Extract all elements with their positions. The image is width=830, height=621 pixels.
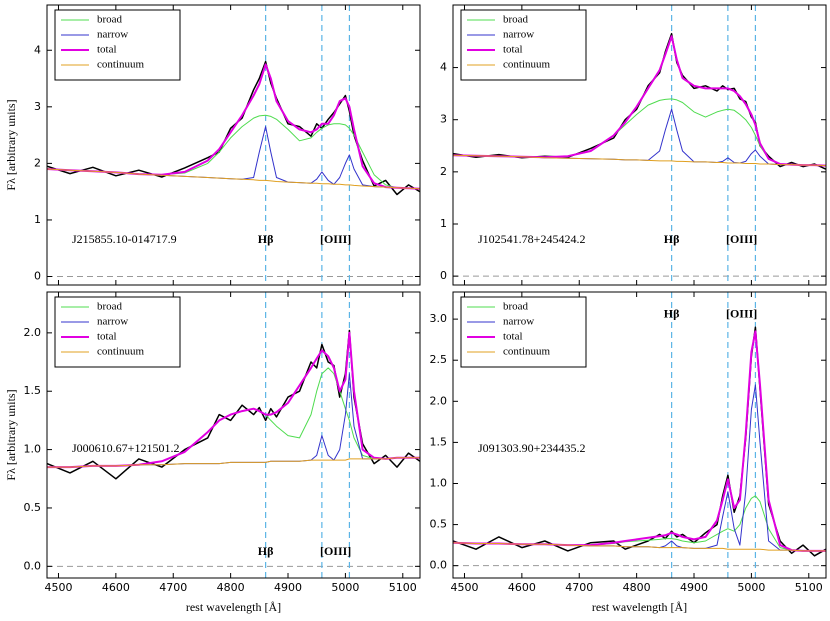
series-line [453, 154, 826, 167]
series-line [47, 168, 420, 190]
legend-box [460, 9, 587, 81]
series-line [453, 384, 826, 552]
y-tick-label: 3 [440, 113, 447, 126]
y-tick-label: 2.5 [430, 353, 448, 366]
object-name: J000610.67+121501.2 [72, 441, 179, 455]
legend-label: narrow [97, 29, 128, 41]
y-axis-label: Fλ [arbitrary units] [4, 389, 18, 480]
x-tick-label: 5100 [389, 581, 417, 594]
line-label: Hβ [258, 232, 274, 246]
legend-label: continuum [97, 346, 144, 358]
frame [46, 4, 421, 286]
panel: 0 1 2 3 4 J215855.10-014717.9 Hβ [OIII] Fλ [arbi… [4, 4, 421, 286]
plot-area [47, 5, 420, 285]
x-tick-label: 4500 [450, 581, 478, 594]
line-label: Hβ [258, 544, 274, 558]
legend-label: total [97, 44, 117, 56]
y-tick-label: 0.5 [430, 518, 448, 531]
y-tick-label: 2 [440, 165, 447, 178]
legend-label: continuum [503, 346, 550, 358]
y-tick-label: 0.5 [24, 501, 42, 514]
series-line [47, 457, 420, 468]
panel: 0.0 0.5 1.0 1.5 2.0 4500 4600 4700 4800 4900 5000 5… [4, 291, 421, 614]
x-tick-label: 5100 [795, 581, 823, 594]
frame [452, 291, 827, 579]
frame [46, 291, 421, 579]
object-name: J102541.78+245424.2 [478, 232, 585, 246]
series-line [47, 331, 420, 469]
x-tick-label: 4800 [217, 581, 245, 594]
y-tick-label: 1.0 [24, 443, 42, 456]
x-tick-label: 4700 [565, 581, 593, 594]
x-tick-label: 4500 [44, 581, 72, 594]
legend-box [54, 296, 181, 368]
panel: 0.0 0.5 1.0 1.5 2.0 2.5 3.0 4500 4600 4700 4800 490… [430, 291, 827, 614]
x-tick-label: 4900 [680, 581, 708, 594]
legend-label: total [97, 331, 117, 343]
series-line [47, 126, 420, 190]
legend-box [54, 9, 181, 81]
y-tick-label: 4 [34, 43, 41, 56]
y-tick-label: 3.0 [430, 312, 448, 325]
y-tick-label: 1.5 [430, 435, 448, 448]
line-label: Hβ [664, 307, 680, 321]
y-tick-label: 0 [34, 270, 41, 283]
legend-label: total [503, 331, 523, 343]
x-tick-label: 4800 [623, 581, 651, 594]
x-tick-label: 4700 [159, 581, 187, 594]
y-tick-label: 2.0 [24, 326, 42, 339]
series-line [47, 63, 420, 190]
x-tick-label: 4600 [508, 581, 536, 594]
legend-label: narrow [503, 29, 534, 41]
line-label: Hβ [664, 232, 680, 246]
legend-label: narrow [97, 316, 128, 328]
y-tick-label: 3 [34, 100, 41, 113]
y-tick-label: 2 [34, 156, 41, 169]
y-tick-label: 1 [34, 213, 41, 226]
legend-label: broad [97, 14, 123, 26]
legend-label: broad [503, 14, 529, 26]
series-line [453, 542, 826, 552]
y-tick-label: 1.0 [430, 476, 448, 489]
plot-area [453, 292, 826, 578]
line-label: [OIII] [320, 544, 351, 558]
x-tick-label: 5000 [331, 581, 359, 594]
object-name: J091303.90+234435.2 [478, 441, 585, 455]
legend-label: continuum [503, 59, 550, 71]
frame [452, 4, 827, 286]
legend-label: continuum [97, 59, 144, 71]
y-tick-label: 4 [440, 61, 447, 74]
legend-label: narrow [503, 316, 534, 328]
legend-label: broad [503, 301, 529, 313]
x-axis-label: rest wavelength [Å] [186, 600, 281, 614]
y-tick-label: 0 [440, 269, 447, 282]
legend-label: total [503, 44, 523, 56]
legend-label: broad [97, 301, 123, 313]
series-line [453, 35, 826, 167]
panel: 0 1 2 3 4 J102541.78+245424.2 Hβ [OIII] broad nar… [440, 4, 827, 286]
y-tick-label: 0.0 [24, 559, 42, 572]
plot-area [453, 5, 826, 285]
legend-box [460, 296, 587, 368]
y-tick-label: 1.5 [24, 384, 42, 397]
y-tick-label: 2.0 [430, 394, 448, 407]
object-name: J215855.10-014717.9 [72, 232, 177, 246]
x-tick-label: 4900 [274, 581, 302, 594]
x-tick-label: 5000 [737, 581, 765, 594]
plot-area [47, 292, 420, 578]
line-label: [OIII] [726, 232, 757, 246]
y-tick-label: 0.0 [430, 559, 448, 572]
y-axis-label: Fλ [arbitrary units] [4, 99, 18, 190]
x-tick-label: 4600 [102, 581, 130, 594]
line-label: [OIII] [726, 307, 757, 321]
y-tick-label: 1 [440, 217, 447, 230]
line-label: [OIII] [320, 232, 351, 246]
x-axis-label: rest wavelength [Å] [592, 600, 687, 614]
